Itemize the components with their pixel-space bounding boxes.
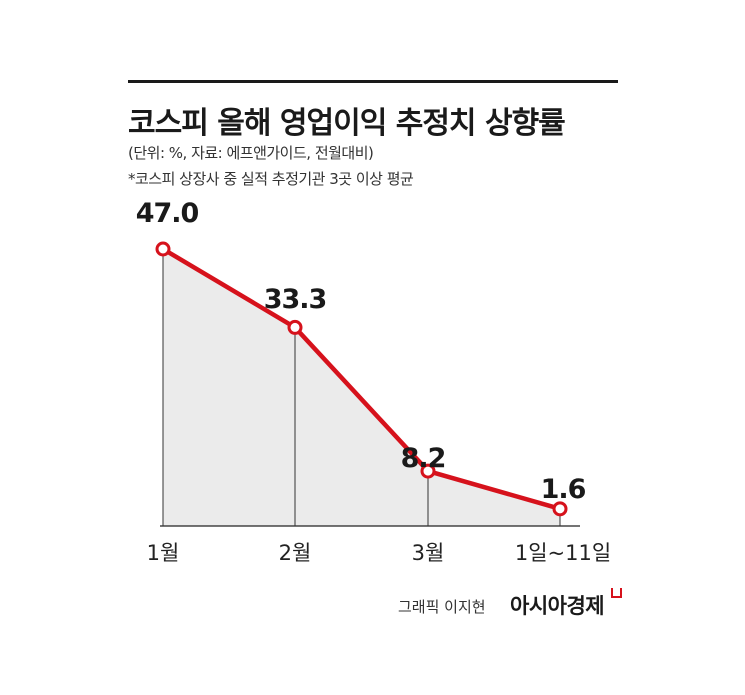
chart-title: 코스피 올해 영업이익 추정치 상향률 (128, 106, 566, 141)
data-point (420, 463, 436, 479)
top-rule (128, 80, 618, 83)
data-point (552, 501, 568, 517)
brand-logo: 아시아경제 (510, 594, 605, 618)
chart-subtitle: (단위: %, 자료: 에프앤가이드, 전월대비) (128, 144, 374, 162)
area-fill (163, 249, 560, 526)
data-point (155, 241, 171, 257)
x-tick-label: 1일~11일 (515, 541, 611, 565)
data-label: 33.3 (264, 284, 327, 315)
graphic-credit: 그래픽 이지현 (398, 598, 486, 616)
data-label: 47.0 (136, 198, 199, 229)
series-line (161, 247, 561, 512)
chart-note: *코스피 상장사 중 실적 추정기관 3곳 이상 평균 (128, 170, 414, 188)
x-tick-label: 3월 (412, 541, 445, 565)
data-label: 1.6 (541, 474, 586, 505)
brand-mark-icon (611, 588, 622, 598)
x-tick-label: 2월 (279, 541, 312, 565)
data-label: 8.2 (401, 443, 446, 474)
data-point (287, 319, 303, 335)
x-tick-label: 1월 (147, 541, 180, 565)
